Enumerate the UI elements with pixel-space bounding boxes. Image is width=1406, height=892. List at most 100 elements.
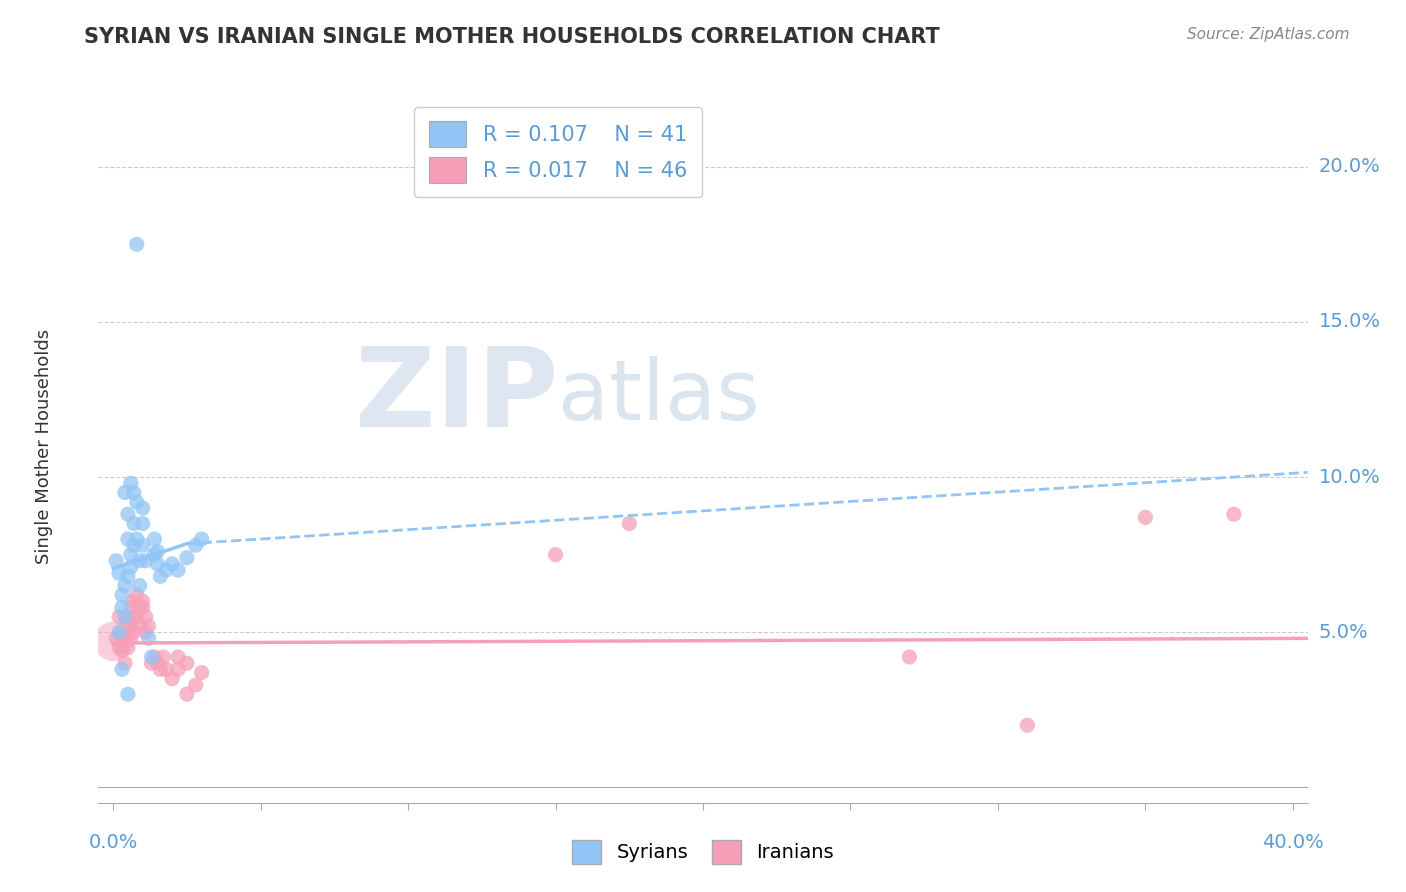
Point	[117, 569, 139, 583]
Point	[120, 619, 142, 633]
Point	[122, 485, 145, 500]
Point	[125, 495, 148, 509]
Point	[111, 662, 134, 676]
Point	[114, 656, 136, 670]
Point	[108, 609, 131, 624]
Point	[128, 600, 150, 615]
Point	[138, 632, 160, 646]
Point	[122, 609, 145, 624]
Point	[152, 650, 174, 665]
Point	[141, 650, 163, 665]
Point	[160, 672, 183, 686]
Point	[108, 625, 131, 640]
Point	[155, 662, 177, 676]
Point	[125, 588, 148, 602]
Point	[167, 662, 190, 676]
Point	[108, 640, 131, 655]
Point	[131, 516, 153, 531]
Point	[125, 532, 148, 546]
Point	[122, 516, 145, 531]
Point	[176, 550, 198, 565]
Point	[128, 619, 150, 633]
Point	[160, 557, 183, 571]
Point	[138, 619, 160, 633]
Point	[105, 554, 128, 568]
Point	[117, 609, 139, 624]
Point	[135, 609, 157, 624]
Point	[1017, 718, 1039, 732]
Point	[131, 594, 153, 608]
Text: Single Mother Households: Single Mother Households	[35, 328, 53, 564]
Point	[120, 632, 142, 646]
Point	[111, 625, 134, 640]
Point	[141, 656, 163, 670]
Point	[135, 554, 157, 568]
Point	[111, 644, 134, 658]
Text: 15.0%: 15.0%	[1319, 312, 1381, 332]
Point	[176, 687, 198, 701]
Point	[117, 640, 139, 655]
Point	[111, 632, 134, 646]
Point	[135, 625, 157, 640]
Point	[101, 634, 124, 648]
Point	[143, 548, 166, 562]
Text: Source: ZipAtlas.com: Source: ZipAtlas.com	[1187, 27, 1350, 42]
Point	[114, 619, 136, 633]
Point	[1135, 510, 1157, 524]
Point	[125, 609, 148, 624]
Point	[111, 600, 134, 615]
Point	[120, 600, 142, 615]
Point	[122, 594, 145, 608]
Point	[146, 544, 169, 558]
Point	[120, 476, 142, 491]
Point	[190, 532, 212, 546]
Point	[114, 634, 136, 648]
Point	[149, 569, 172, 583]
Point	[111, 588, 134, 602]
Point	[117, 625, 139, 640]
Point	[128, 579, 150, 593]
Point	[190, 665, 212, 680]
Point	[131, 538, 153, 552]
Point	[155, 563, 177, 577]
Point	[184, 678, 207, 692]
Text: 10.0%: 10.0%	[1319, 467, 1381, 486]
Text: 20.0%: 20.0%	[1319, 157, 1381, 177]
Point	[149, 662, 172, 676]
Point	[131, 501, 153, 516]
Point	[122, 538, 145, 552]
Point	[619, 516, 641, 531]
Text: atlas: atlas	[558, 356, 759, 436]
Point	[114, 609, 136, 624]
Point	[167, 650, 190, 665]
Text: SYRIAN VS IRANIAN SINGLE MOTHER HOUSEHOLDS CORRELATION CHART: SYRIAN VS IRANIAN SINGLE MOTHER HOUSEHOL…	[84, 27, 941, 46]
Point	[146, 656, 169, 670]
Point	[143, 650, 166, 665]
Legend: R = 0.107    N = 41, R = 0.017    N = 46: R = 0.107 N = 41, R = 0.017 N = 46	[413, 107, 702, 197]
Point	[114, 485, 136, 500]
Point	[105, 632, 128, 646]
Text: ZIP: ZIP	[354, 343, 558, 450]
Point	[117, 687, 139, 701]
Point	[167, 563, 190, 577]
Text: 0.0%: 0.0%	[89, 833, 138, 853]
Point	[184, 538, 207, 552]
Point	[122, 625, 145, 640]
Point	[1223, 508, 1246, 522]
Point	[114, 579, 136, 593]
Point	[117, 532, 139, 546]
Point	[898, 650, 921, 665]
Point	[117, 508, 139, 522]
Point	[108, 566, 131, 581]
Text: 5.0%: 5.0%	[1319, 623, 1368, 641]
Point	[146, 557, 169, 571]
Point	[143, 532, 166, 546]
Legend: Syrians, Iranians: Syrians, Iranians	[564, 832, 842, 871]
Text: 40.0%: 40.0%	[1263, 833, 1323, 853]
Point	[128, 554, 150, 568]
Point	[131, 600, 153, 615]
Point	[125, 237, 148, 252]
Point	[120, 560, 142, 574]
Point	[120, 548, 142, 562]
Point	[544, 548, 567, 562]
